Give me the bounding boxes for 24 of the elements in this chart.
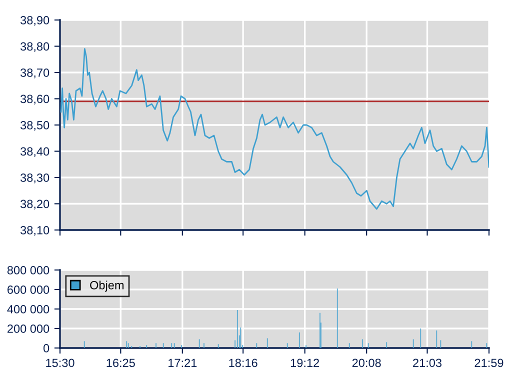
y-tick-label: 38,20: [20, 200, 50, 210]
x-tick-label: 18:16: [229, 358, 258, 368]
y-tick-label: 38,90: [20, 16, 50, 26]
x-tick-label: 21:03: [413, 358, 442, 368]
legend-label: Objem: [90, 280, 124, 292]
y-tick-label: 0: [43, 344, 50, 352]
y-tick-label: 200 000: [8, 324, 50, 333]
y-tick-label: 38,60: [20, 94, 50, 105]
y-tick-label: 38,40: [20, 147, 50, 158]
x-tick-label: 21:59: [474, 358, 504, 368]
y-tick-label: 38,30: [20, 174, 50, 184]
y-tick-label: 38,10: [20, 226, 50, 236]
y-tick-label: 38,50: [20, 121, 50, 131]
x-tick-label: 19:12: [290, 358, 320, 368]
x-tick-label: 17:21: [168, 358, 197, 367]
x-tick-label: 16:25: [106, 358, 135, 368]
line-series: [60, 48, 489, 210]
y-tick-label: 38,70: [20, 68, 50, 78]
y-tick-label: 800 000: [7, 266, 50, 274]
y-tick-label: 400 000: [7, 305, 50, 314]
y-tick-label: 600 000: [8, 286, 50, 294]
y-tick-label: 38,80: [20, 42, 50, 52]
x-tick-label: 20:08: [352, 358, 381, 368]
x-tick-label: 15:30: [46, 358, 74, 368]
